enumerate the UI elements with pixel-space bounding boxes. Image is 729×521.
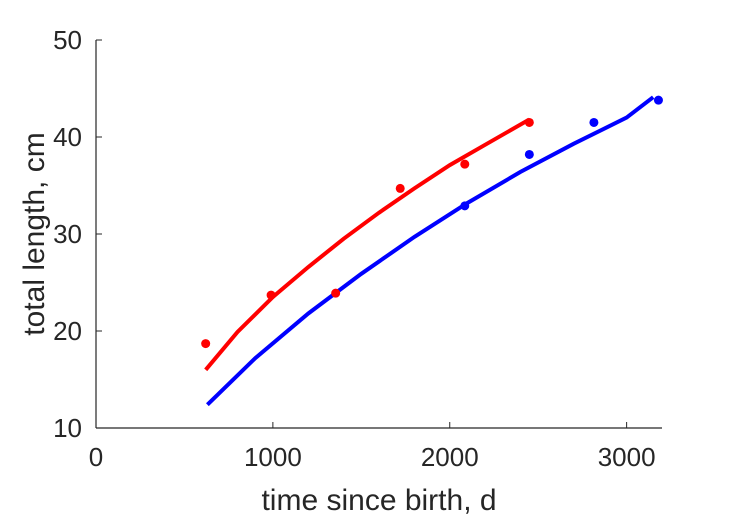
data-point-1-1 [524,149,534,159]
data-point-0-0 [201,339,211,349]
tick-marks [95,39,628,429]
data-point-1-3 [653,95,663,105]
x-tick-label: 1000 [244,442,302,472]
y-tick-label: 40 [53,122,82,152]
data-point-0-5 [524,117,534,127]
x-tick-label: 0 [89,442,103,472]
fit-line-1 [206,95,655,407]
fit-line-0 [204,117,531,372]
data-point-0-2 [331,288,341,298]
y-axis-label: total length, cm [18,132,51,335]
tick-labels: 0 1000 2000 3000 10 20 30 40 50 [53,25,655,472]
data-point-0-4 [460,159,470,169]
x-tick-label: 3000 [598,442,656,472]
y-tick-label: 20 [53,316,82,346]
y-tick-label: 30 [53,219,82,249]
x-axis-label: time since birth, d [261,484,496,517]
data-point-1-0 [460,201,470,211]
data-point-0-1 [266,290,276,300]
x-tick-label: 2000 [421,442,479,472]
y-tick-label: 50 [53,25,82,55]
axes [95,40,662,429]
data-point-0-3 [395,183,405,193]
data-point-1-2 [589,117,599,127]
fit-lines [204,95,655,407]
y-tick-label: 10 [53,413,82,443]
data-points [201,95,663,349]
